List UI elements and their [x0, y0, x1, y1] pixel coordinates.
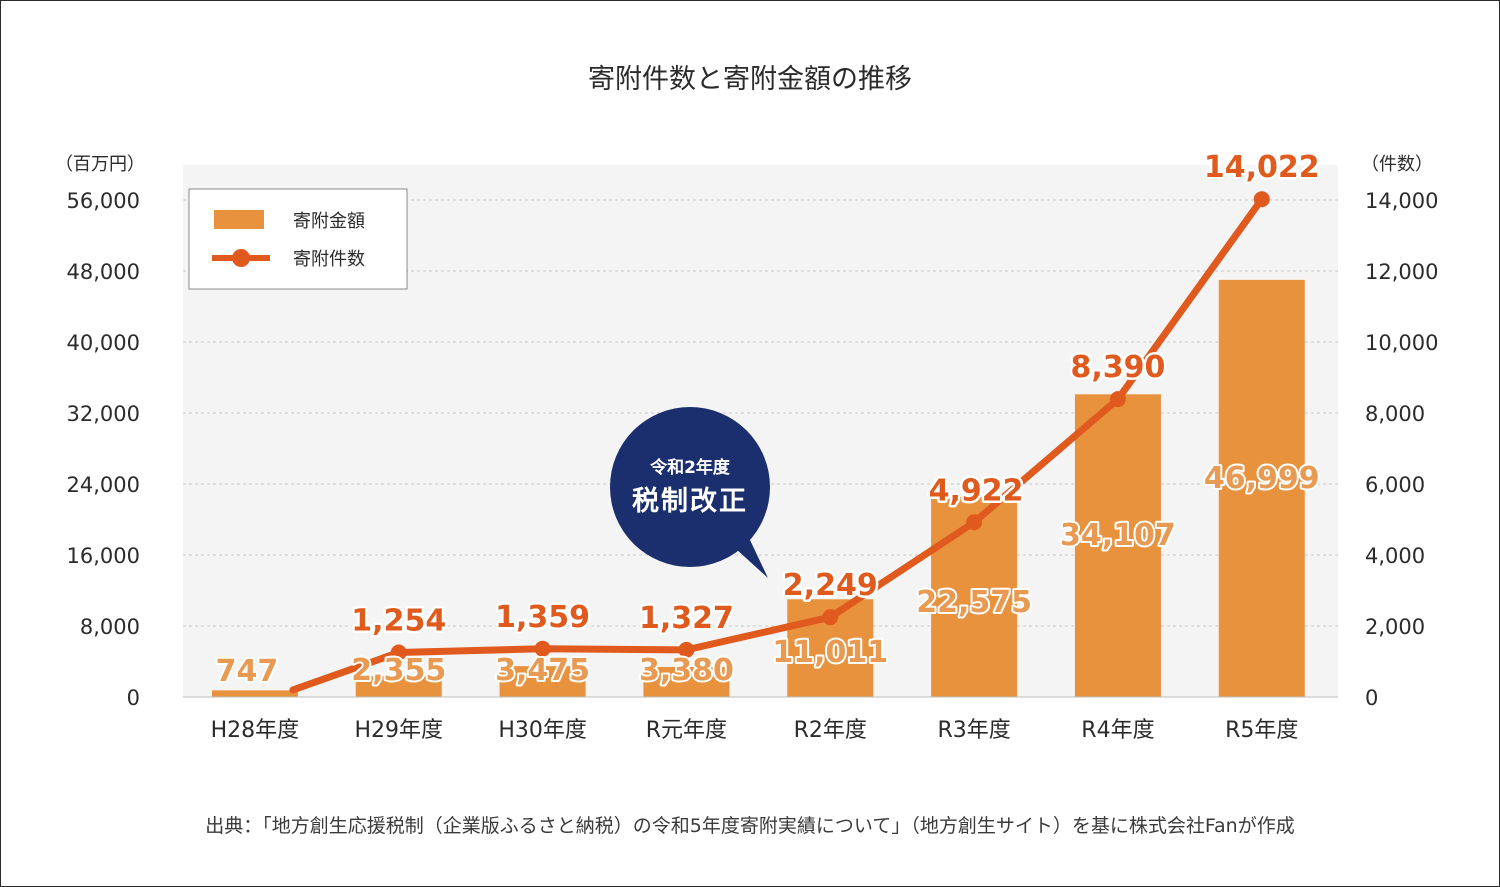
left-axis-tick: 48,000	[67, 260, 140, 284]
line-point	[966, 514, 983, 531]
left-axis-tick: 16,000	[67, 544, 140, 568]
line-point	[1109, 391, 1126, 408]
callout-line2: 税制改正	[632, 486, 748, 517]
category-label: R3年度	[937, 718, 1010, 743]
count-line	[289, 195, 1266, 694]
right-axis-tick: 8,000	[1365, 402, 1425, 426]
right-axis-tick: 4,000	[1365, 544, 1425, 568]
annotation-callout: 令和2年度 税制改正	[610, 407, 770, 578]
line-point	[1253, 191, 1270, 208]
bars	[211, 279, 1305, 697]
line-point	[534, 640, 551, 657]
line-value-label: 1,359	[495, 600, 590, 635]
callout-circle	[610, 407, 770, 567]
chart-title: 寄附件数と寄附金額の推移	[588, 64, 912, 95]
line-point	[822, 609, 839, 626]
bar	[643, 667, 730, 697]
legend-label-count: 寄附件数	[293, 249, 365, 270]
bar	[499, 666, 586, 697]
line-series	[289, 191, 1270, 694]
category-label: R5年度	[1225, 718, 1298, 743]
bar-value-label: 46,999	[1204, 461, 1320, 496]
right-axis-tick: 6,000	[1365, 473, 1425, 497]
line-point	[678, 641, 695, 658]
left-axis-unit: （百万円）	[55, 154, 145, 175]
category-label: H28年度	[211, 718, 300, 743]
category-label: H30年度	[498, 718, 587, 743]
data-labels: 747 2,355 3,475 3,380 11,011 22,575 34,107 46,9…	[214, 148, 1323, 691]
left-axis-tick: 40,000	[67, 331, 140, 355]
right-axis-tick: 14,000	[1365, 189, 1438, 213]
right-axis-tick: 12,000	[1365, 260, 1438, 284]
legend-bar-swatch	[214, 210, 264, 229]
bar-value-label: 11,011	[772, 635, 888, 670]
category-label: H29年度	[354, 718, 443, 743]
bar	[355, 676, 442, 697]
line-value-label: 4,922	[929, 473, 1024, 508]
bar-value-label: 2,355	[351, 653, 446, 688]
category-label: R4年度	[1081, 718, 1154, 743]
right-axis-tick: 2,000	[1365, 615, 1425, 639]
line-value-label: 8,390	[1070, 350, 1165, 385]
bar	[1218, 279, 1305, 697]
line-value-label: 1,254	[351, 603, 446, 638]
category-label: R2年度	[794, 718, 867, 743]
axes: 0 8,000 16,000 24,000 32,000 40,000 48,000 56,0…	[67, 189, 1439, 743]
bar-value-label: 34,107	[1060, 518, 1176, 553]
left-axis-tick: 0	[127, 686, 140, 710]
legend: 寄附金額 寄附件数	[188, 188, 408, 290]
callout-pointer	[735, 540, 768, 578]
source-note: 出典：「地方創生応援税制（企業版ふるさと納税）の令和5年度寄附実績について」（地…	[205, 815, 1294, 837]
bar-value-label: 3,380	[639, 653, 734, 688]
bar	[1074, 394, 1161, 697]
line-value-label: 2,249	[783, 568, 878, 603]
right-axis-tick: 10,000	[1365, 331, 1438, 355]
left-axis-tick: 56,000	[67, 189, 140, 213]
left-axis-tick: 8,000	[80, 615, 140, 639]
line-value-label: 14,022	[1204, 150, 1320, 185]
line-value-label: 1,327	[639, 601, 734, 636]
line-point	[390, 644, 407, 661]
category-label: R元年度	[646, 718, 727, 743]
right-axis-tick: 0	[1365, 686, 1378, 710]
right-axis-unit: （件数）	[1361, 154, 1433, 175]
bar-value-label: 22,575	[916, 585, 1032, 620]
bar-value-label: 3,475	[495, 653, 590, 688]
left-axis-tick: 32,000	[67, 402, 140, 426]
legend-label-amount: 寄附金額	[293, 211, 365, 232]
bar	[211, 690, 298, 697]
callout-line1: 令和2年度	[650, 457, 731, 478]
bar-value-label: 747	[216, 654, 279, 689]
left-axis-tick: 24,000	[67, 473, 140, 497]
legend-box	[188, 188, 408, 290]
legend-marker	[232, 249, 250, 267]
